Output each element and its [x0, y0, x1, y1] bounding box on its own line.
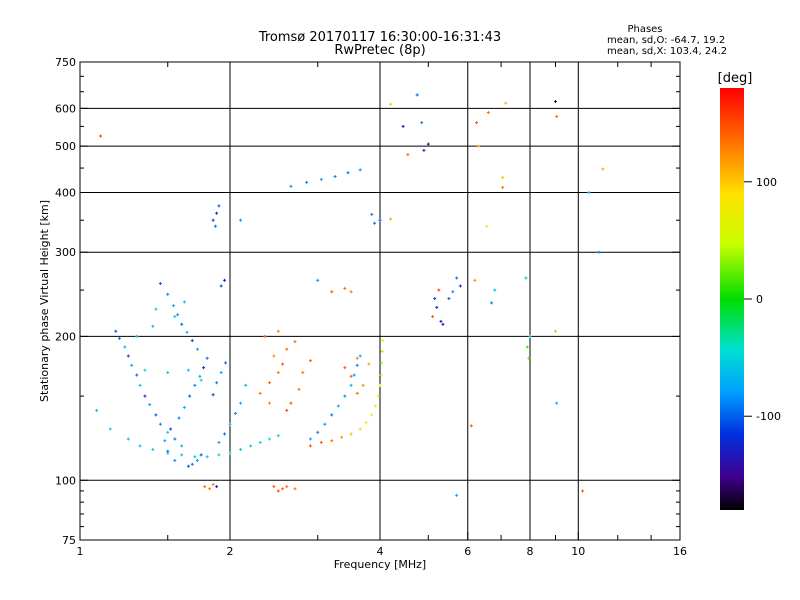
axis-ticks — [79, 61, 681, 541]
stats-line-x: mean, sd,X: 103.4, 24.2 — [607, 46, 727, 57]
colorbar-ticks: 100 0 -100 — [744, 176, 781, 423]
data-points — [95, 93, 605, 497]
colorbar-tick-label: -100 — [756, 410, 781, 423]
x-tick-label: 16 — [673, 545, 687, 558]
x-tick-label: 8 — [527, 545, 534, 558]
y-tick-label: 200 — [55, 330, 76, 343]
colorbar-label: [deg] — [718, 71, 753, 86]
x-tick-labels: 1 2 4 6 8 10 16 — [77, 545, 688, 558]
x-tick-label: 6 — [464, 545, 471, 558]
colorbar — [720, 88, 744, 510]
y-tick-labels: 75 100 200 300 400 500 600 750 — [55, 56, 76, 547]
x-tick-label: 2 — [227, 545, 234, 558]
stats-heading: Phases — [627, 24, 662, 35]
x-tick-label: 4 — [377, 545, 384, 558]
stats-line-o: mean, sd,O: -64.7, 19.2 — [607, 35, 725, 46]
grid-lines — [80, 62, 680, 540]
y-tick-label: 600 — [55, 102, 76, 115]
y-tick-label: 300 — [55, 246, 76, 259]
y-tick-label: 75 — [62, 534, 76, 547]
x-axis-label: Frequency [MHz] — [334, 558, 426, 571]
chart-title-line2: RwPretec (8p) — [334, 43, 425, 58]
y-tick-label: 100 — [55, 474, 76, 487]
colorbar-tick-label: 100 — [756, 176, 777, 189]
y-axis-label: Stationary phase Virtual Height [km] — [38, 200, 51, 402]
y-tick-label: 400 — [55, 186, 76, 199]
y-tick-label: 750 — [55, 56, 76, 69]
chart-title-line1: Tromsø 20170117 16:30:00-16:31:43 — [258, 30, 501, 45]
x-tick-label: 10 — [571, 545, 585, 558]
x-tick-label: 1 — [77, 545, 84, 558]
y-tick-label: 500 — [55, 140, 76, 153]
colorbar-tick-label: 0 — [756, 293, 763, 306]
